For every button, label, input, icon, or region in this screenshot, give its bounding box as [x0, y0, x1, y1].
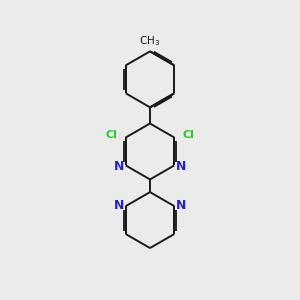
Text: CH$_3$: CH$_3$	[140, 34, 160, 48]
Text: N: N	[176, 160, 186, 172]
Text: N: N	[114, 160, 124, 172]
Text: Cl: Cl	[106, 130, 118, 140]
Text: N: N	[114, 199, 124, 212]
Text: N: N	[176, 199, 186, 212]
Text: Cl: Cl	[182, 130, 194, 140]
